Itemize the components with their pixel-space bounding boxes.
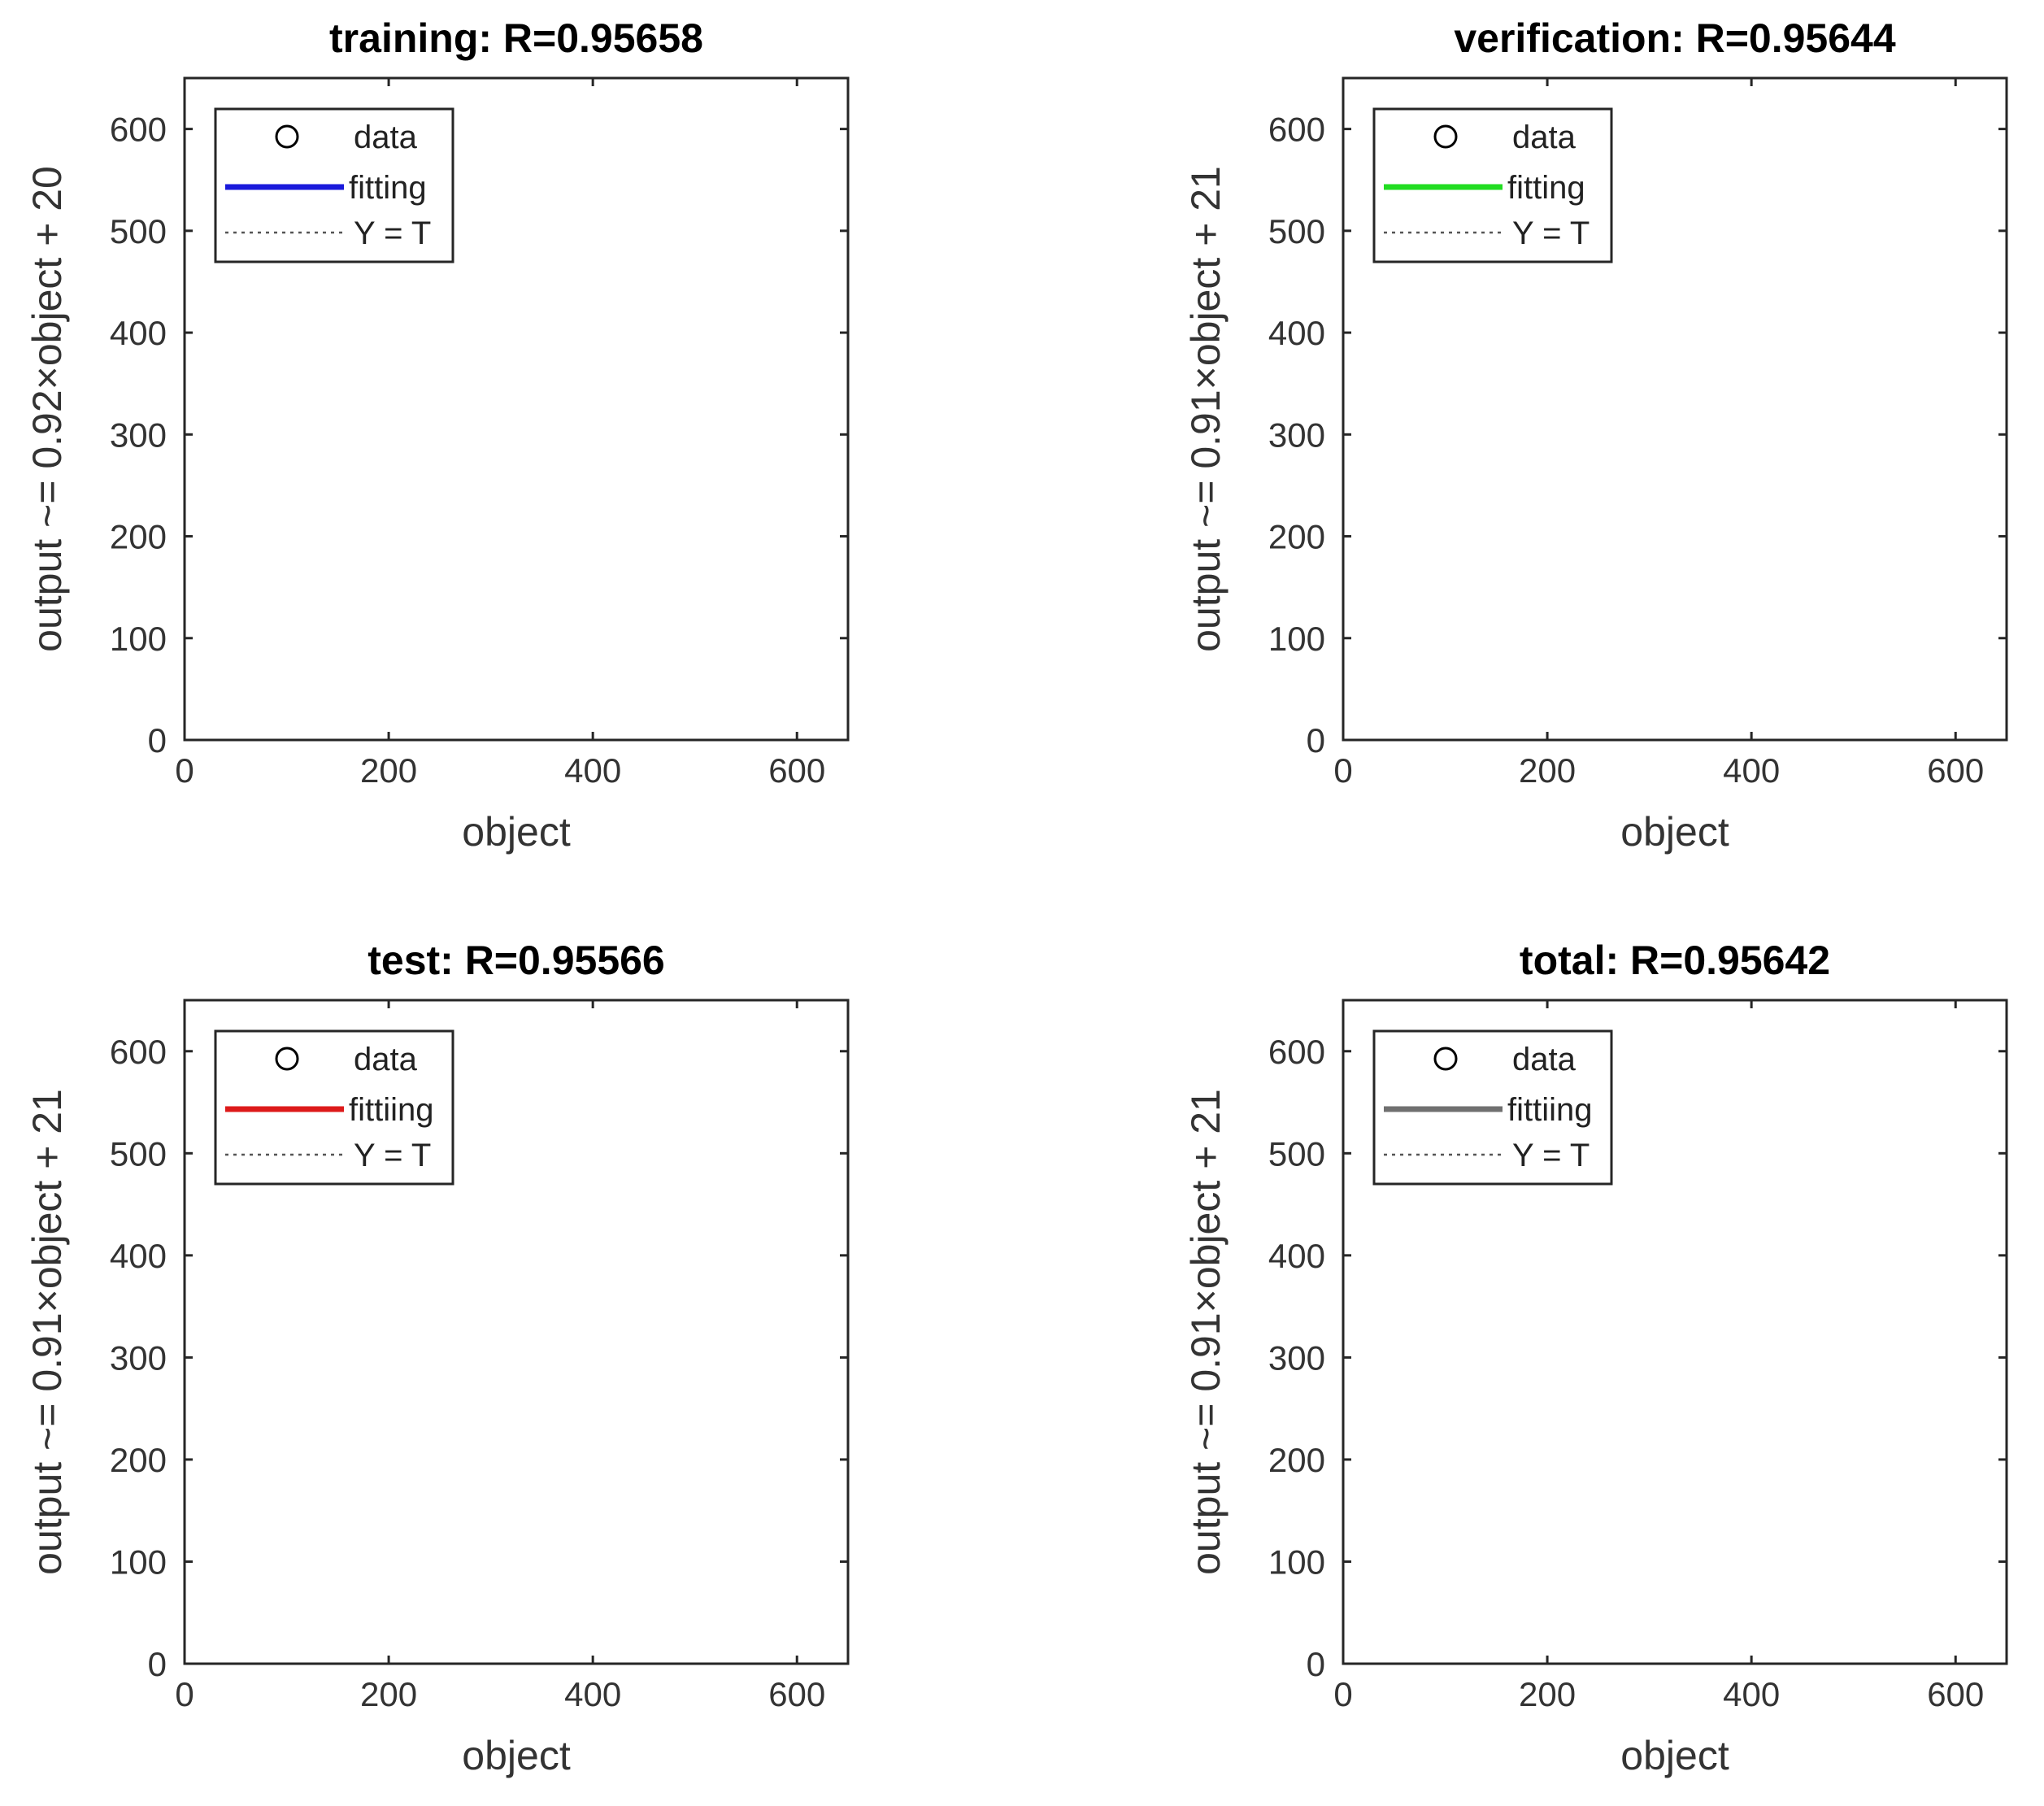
panels: training: R=0.95658 0 200 400 600 0 100 200 300 4… (24, 15, 2008, 1778)
legend-identity-label: Y = T (354, 215, 431, 251)
y-tick-label: 500 (1268, 212, 1325, 250)
legend-data-marker (275, 124, 299, 149)
x-tick-label: 0 (175, 751, 194, 790)
y-tick-label: 600 (110, 111, 167, 149)
y-tick-label: 300 (110, 416, 167, 454)
y-tick-label: 500 (110, 212, 167, 250)
x-tick-label: 0 (1333, 751, 1352, 790)
chart-title: test: R=0.95566 (367, 938, 665, 983)
y-tick-label: 100 (1268, 620, 1325, 658)
legend-data-marker (1433, 124, 1458, 149)
x-tick-label: 400 (564, 751, 621, 790)
chart-panel-1: training: R=0.95658 0 200 400 600 0 100 200 300 4… (24, 15, 850, 855)
legend-data-label: data (354, 120, 418, 155)
chart-title: training: R=0.95658 (329, 15, 703, 61)
y-axis-label: output ~= 0.91×object + 21 (1183, 166, 1229, 652)
x-tick-label: 200 (1519, 751, 1576, 790)
y-tick-label: 0 (1307, 721, 1325, 759)
legend-identity-label: Y = T (1512, 215, 1590, 251)
x-tick-label: 600 (1927, 751, 1984, 790)
y-tick-label: 200 (110, 518, 167, 556)
legend-fit-label: fitting (1507, 170, 1585, 206)
legend-data-label: data (1512, 120, 1576, 155)
y-tick-label: 400 (1268, 314, 1325, 352)
chart-title: verification: R=0.95644 (1454, 15, 1896, 61)
x-tick-label: 200 (360, 751, 417, 790)
legend: data fitting Y = T (1372, 107, 1613, 263)
legend-fit-label: fitting (349, 170, 427, 206)
y-tick-label: 0 (148, 721, 167, 759)
x-tick-label: 400 (1723, 751, 1780, 790)
x-tick-label: 600 (768, 751, 825, 790)
y-tick-label: 600 (1268, 111, 1325, 149)
x-axis-label: object (462, 809, 571, 855)
x-axis-label: object (1620, 809, 1729, 855)
y-tick-label: 400 (110, 314, 167, 352)
y-tick-label: 100 (110, 620, 167, 658)
chart-panel-2: verification: R=0.95644 0 200 400 600 0 100 200… (1183, 15, 2008, 855)
y-tick-label: 200 (1268, 518, 1325, 556)
legend: data fitting Y = T (214, 107, 454, 263)
y-axis-label: output ~= 0.92×object + 20 (24, 166, 70, 652)
y-tick-label: 300 (1268, 416, 1325, 454)
